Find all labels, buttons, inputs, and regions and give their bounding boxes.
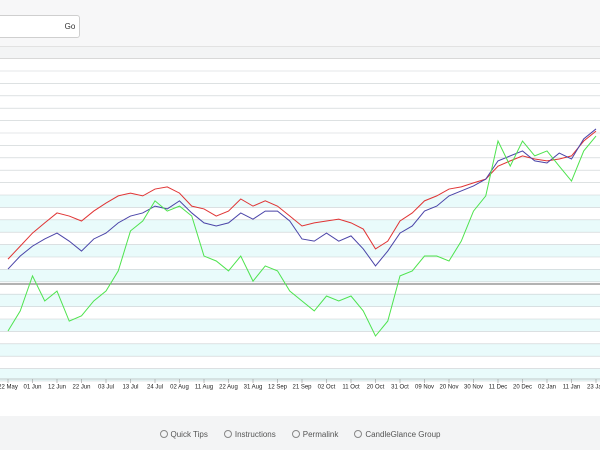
x-tick-label: 21 Sep <box>292 385 312 391</box>
x-tick-label: 11 Jan <box>563 385 581 391</box>
x-tick-label: 02 Jan <box>538 385 556 391</box>
background-stripe <box>0 281 600 295</box>
chart: 22 May 01 Jun 12 Jun 22 Jun 03 Jul 13 Jul 24 J… <box>0 70 600 394</box>
quick-tips-link[interactable]: Quick Tips <box>159 424 208 444</box>
symbol-input[interactable] <box>0 15 80 38</box>
x-tick-label: 31 Oct <box>391 385 409 391</box>
link-text: CandleGlance Group <box>365 429 441 439</box>
background-stripe <box>0 331 600 344</box>
background-stripe <box>0 343 600 357</box>
x-tick-label: 11 Oct <box>342 385 360 391</box>
icon <box>354 430 363 438</box>
x-tick-label: 22 May <box>0 385 18 391</box>
series-line <box>7 135 597 337</box>
background-stripe <box>0 319 600 332</box>
background-stripe <box>0 244 600 257</box>
x-tick-label: 09 Nov <box>415 385 434 391</box>
group-link[interactable]: CandleGlance Group <box>354 424 440 444</box>
x-tick-label: 12 Jun <box>48 385 66 391</box>
x-tick-label: 20 Nov <box>439 385 458 391</box>
background-stripe <box>0 257 600 270</box>
x-tick-label: 20 Dec <box>513 385 532 391</box>
background-stripe <box>0 306 600 319</box>
link-text: Permalink <box>302 429 339 439</box>
icon <box>291 430 300 438</box>
background-stripe <box>0 356 600 369</box>
link-text: Quick Tips <box>170 429 208 439</box>
link-text: Instructions <box>234 429 276 439</box>
background-stripe <box>0 195 600 208</box>
instructions-link[interactable]: Instructions <box>223 424 276 444</box>
x-tick-label: 11 Aug <box>195 385 213 391</box>
x-tick-label: 01 Jun <box>23 385 41 391</box>
footer: Quick Tips Instructions Permalink Candle… <box>0 424 600 444</box>
x-tick-label: 23 Jan <box>587 385 600 391</box>
top-bar: Go <box>0 0 600 47</box>
chart-panel: 22 May 01 Jun 12 Jun 22 Jun 03 Jul 13 Jul 24 J… <box>0 58 600 416</box>
x-tick-label: 13 Jul <box>122 385 138 391</box>
series-line <box>7 130 597 260</box>
go-button[interactable]: Go <box>64 22 76 31</box>
background-stripe <box>0 219 600 233</box>
background-stripe <box>0 207 600 220</box>
x-tick-label: 22 Aug <box>219 385 238 391</box>
x-tick-label: 22 Jun <box>72 385 90 391</box>
background-stripe <box>0 294 600 307</box>
background-stripe <box>0 381 600 394</box>
icon <box>223 430 232 438</box>
background-stripe <box>0 232 600 245</box>
x-tick-label: 24 Jul <box>147 385 163 391</box>
background-stripe <box>0 368 600 381</box>
icon <box>159 430 168 438</box>
x-tick-label: 02 Aug <box>170 385 189 391</box>
x-tick-label: 03 Jul <box>98 385 114 391</box>
background-stripe <box>0 269 600 282</box>
series-line <box>7 128 597 270</box>
x-tick-label: 02 Oct <box>318 385 336 391</box>
x-tick-label: 31 Aug <box>244 385 263 391</box>
x-tick-label: 20 Oct <box>367 385 385 391</box>
x-tick-label: 11 Dec <box>489 385 508 391</box>
permalink-link[interactable]: Permalink <box>291 424 339 444</box>
x-tick-label: 30 Nov <box>464 385 483 391</box>
x-tick-label: 12 Sep <box>268 385 288 391</box>
